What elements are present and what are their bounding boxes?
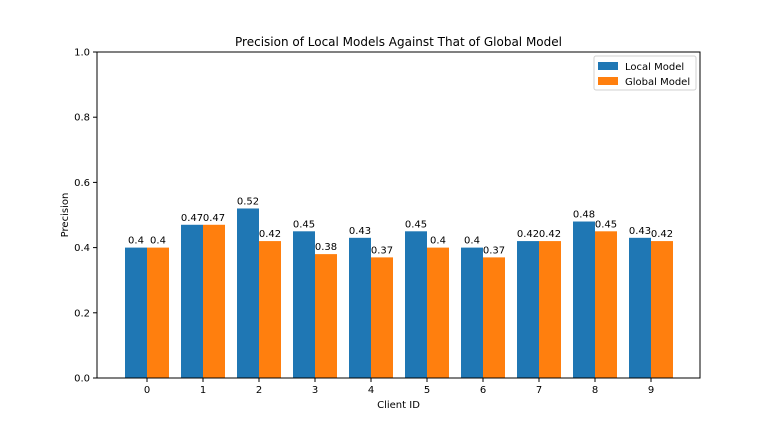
bar-local-model-0 <box>125 247 147 378</box>
bar-local-model-2 <box>237 208 259 378</box>
x-tick-label: 5 <box>424 385 430 396</box>
plot-frame <box>96 51 701 379</box>
bar-label-global-model-7: 0.42 <box>539 229 561 240</box>
bar-label-global-model-8: 0.45 <box>595 219 617 230</box>
bar-global-model-8 <box>595 231 617 378</box>
legend-label-global-model: Global Model <box>625 77 690 88</box>
legend-swatch-global-model <box>598 77 618 85</box>
x-tick-label: 9 <box>648 385 654 396</box>
bar-local-model-4 <box>349 237 371 378</box>
bar-global-model-2 <box>259 241 281 378</box>
bar-local-model-9 <box>629 237 651 378</box>
bar-value-labels: 0.40.470.520.450.430.450.40.420.480.430.… <box>128 196 673 256</box>
x-tick-label: 1 <box>200 385 206 396</box>
bar-label-global-model-5: 0.4 <box>430 236 446 247</box>
x-tick-label: 7 <box>536 385 542 396</box>
bar-label-local-model-1: 0.47 <box>181 213 203 224</box>
bar-local-model-5 <box>405 231 427 378</box>
bar-label-local-model-9: 0.43 <box>629 226 651 237</box>
y-tick-label: 1.0 <box>74 48 90 59</box>
y-tick-label: 0.2 <box>74 308 90 319</box>
y-axis-label: Precision <box>60 193 71 238</box>
y-tick-label: 0.8 <box>74 113 90 124</box>
bar-label-local-model-8: 0.48 <box>573 210 595 221</box>
bar-label-local-model-7: 0.42 <box>517 229 539 240</box>
bar-global-model-7 <box>539 241 561 378</box>
y-tick-label: 0.0 <box>74 374 90 385</box>
x-tick-label: 0 <box>144 385 150 396</box>
x-tick-label: 4 <box>368 385 374 396</box>
bar-global-model-5 <box>427 247 449 378</box>
legend-box <box>593 55 697 91</box>
bar-global-model-9 <box>651 241 673 378</box>
bar-global-model-0 <box>147 247 169 378</box>
axes: 0.0 0.2 0.4 0.6 0.8 1.0 0 1 2 3 4 5 6 7 8 9 <box>74 48 701 396</box>
bar-label-local-model-4: 0.43 <box>349 226 371 237</box>
bar-label-global-model-4: 0.37 <box>371 245 393 256</box>
bar-global-model-4 <box>371 257 393 378</box>
bar-label-global-model-1: 0.47 <box>203 213 225 224</box>
x-tick-label: 2 <box>256 385 262 396</box>
bar-local-model-1 <box>181 224 203 378</box>
bar-label-global-model-9: 0.42 <box>651 229 673 240</box>
bar-local-model-3 <box>293 231 315 378</box>
legend-label-local-model: Local Model <box>625 62 684 73</box>
bar-label-local-model-5: 0.45 <box>405 219 427 230</box>
bar-label-global-model-0: 0.4 <box>150 236 166 247</box>
legend: Local Model Global Model <box>593 55 697 91</box>
bar-label-local-model-0: 0.4 <box>128 236 144 247</box>
y-tick-label: 0.4 <box>74 243 90 254</box>
bar-local-model-6 <box>461 247 483 378</box>
bar-label-local-model-3: 0.45 <box>293 219 315 230</box>
bars-layer <box>125 208 673 378</box>
bar-global-model-6 <box>483 257 505 378</box>
bar-local-model-8 <box>573 221 595 378</box>
x-tick-label: 8 <box>592 385 598 396</box>
x-tick-label: 6 <box>480 385 486 396</box>
bar-global-model-1 <box>203 224 225 378</box>
bar-label-local-model-6: 0.4 <box>464 236 480 247</box>
bar-label-global-model-2: 0.42 <box>259 229 281 240</box>
bar-label-global-model-3: 0.38 <box>315 242 337 253</box>
x-tick-label: 3 <box>312 385 318 396</box>
x-axis-label: Client ID <box>377 400 420 411</box>
chart-title: Precision of Local Models Against That o… <box>235 35 562 49</box>
bar-label-local-model-2: 0.52 <box>237 196 259 207</box>
bar-local-model-7 <box>517 241 539 378</box>
bar-global-model-3 <box>315 254 337 378</box>
y-tick-label: 0.6 <box>74 178 90 189</box>
legend-swatch-local-model <box>598 62 618 70</box>
bar-label-global-model-6: 0.37 <box>483 245 505 256</box>
